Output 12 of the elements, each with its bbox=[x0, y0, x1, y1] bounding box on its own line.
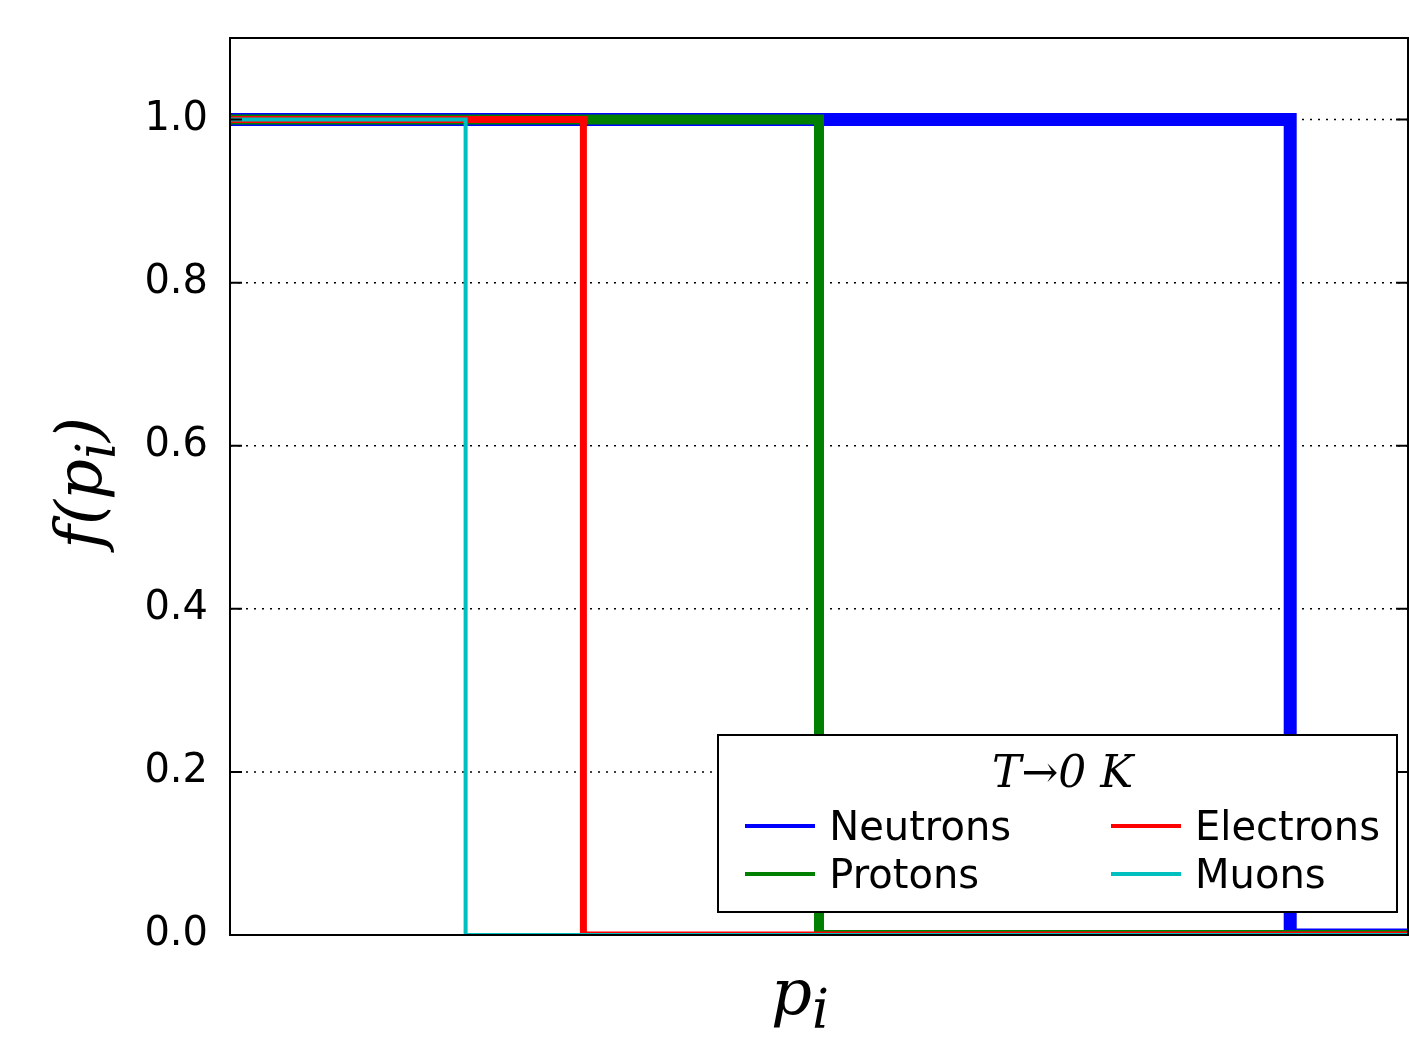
legend-title: T→0 K bbox=[991, 746, 1136, 797]
y-tick-label: 0.6 bbox=[144, 419, 208, 466]
y-tick-label: 0.4 bbox=[144, 582, 208, 629]
legend-label: Electrons bbox=[1195, 803, 1380, 849]
y-tick-label: 1.0 bbox=[144, 92, 208, 139]
y-tick-label: 0.2 bbox=[144, 745, 208, 792]
legend-label: Muons bbox=[1195, 851, 1326, 897]
x-axis-title: p$_{i}$ bbox=[770, 955, 830, 1039]
y-tick-label: 0.0 bbox=[144, 908, 208, 955]
legend-label: Neutrons bbox=[829, 803, 1012, 849]
legend-label: Protons bbox=[829, 851, 980, 897]
y-tick-label: 0.8 bbox=[144, 256, 208, 303]
